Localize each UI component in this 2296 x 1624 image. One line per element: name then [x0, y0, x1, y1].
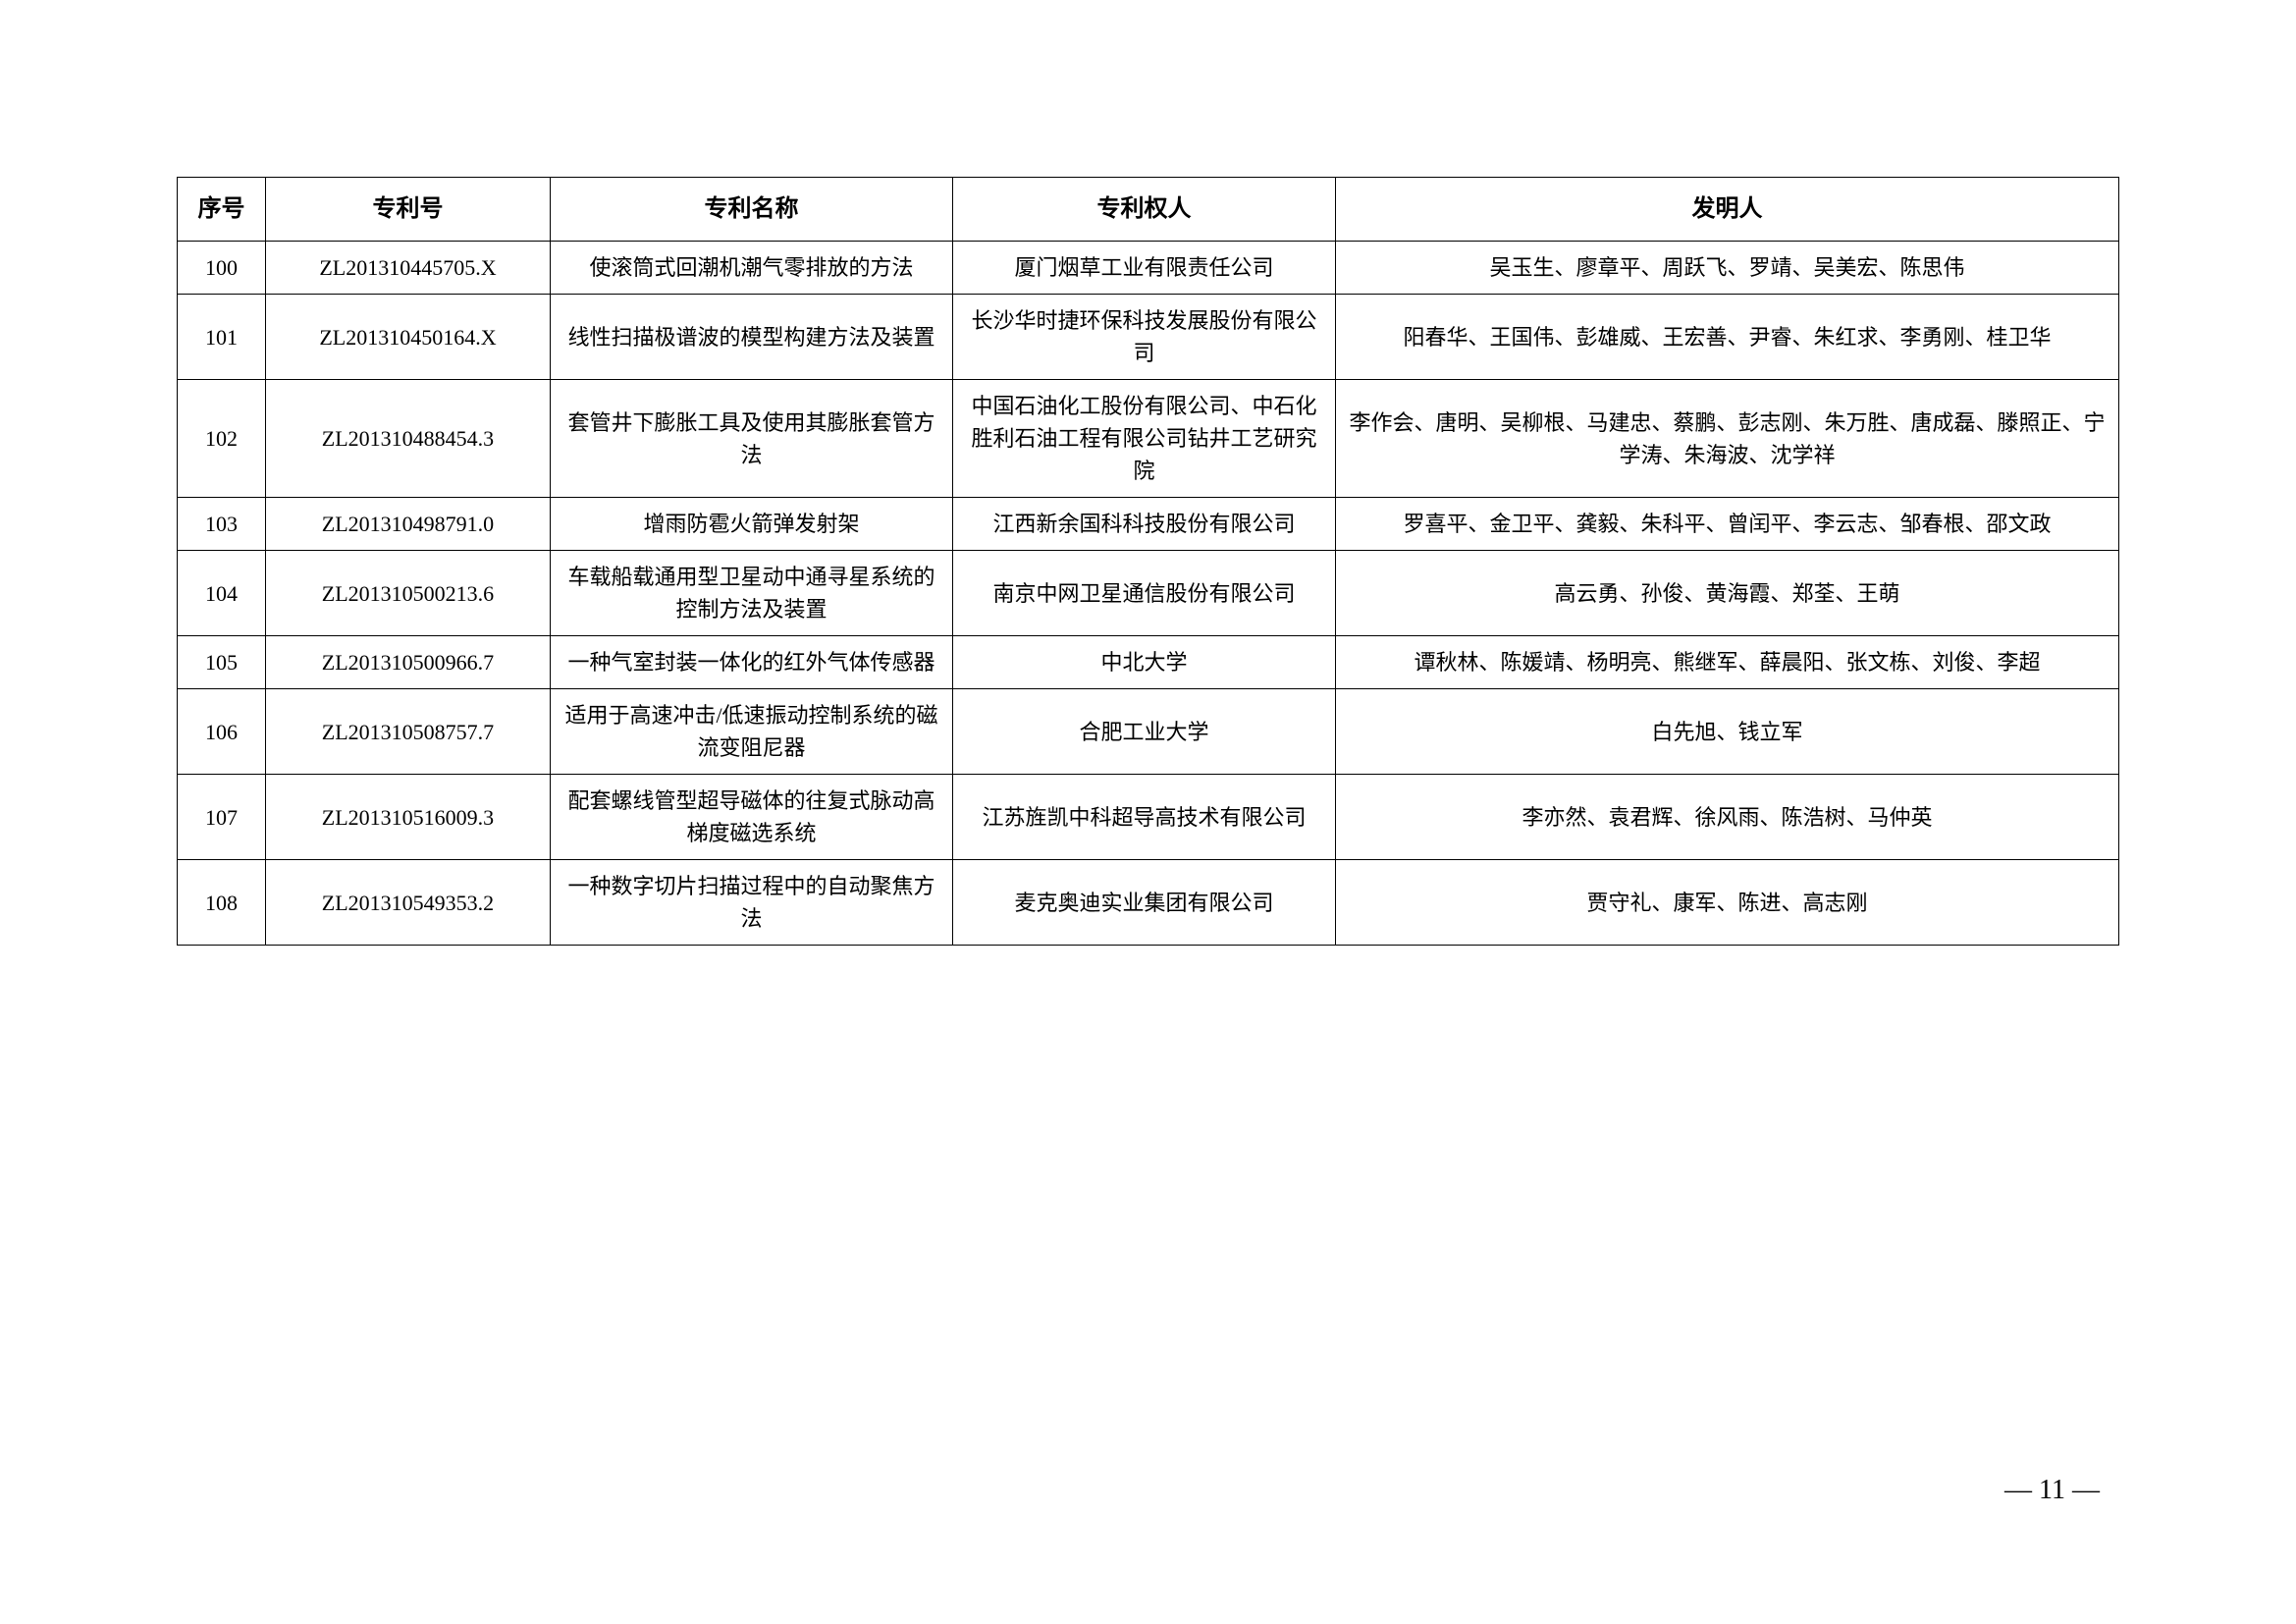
patent-table: 序号 专利号 专利名称 专利权人 发明人 100ZL201310445705.X… — [177, 177, 2119, 946]
cell-patent-name: 使滚筒式回潮机潮气零排放的方法 — [551, 242, 953, 295]
cell-inventor: 李亦然、袁君辉、徐风雨、陈浩树、马仲英 — [1336, 775, 2119, 860]
cell-patent-name: 配套螺线管型超导磁体的往复式脉动高梯度磁选系统 — [551, 775, 953, 860]
cell-seq: 108 — [178, 860, 266, 946]
cell-patent-no: ZL201310500966.7 — [266, 636, 551, 689]
cell-patent-no: ZL201310488454.3 — [266, 380, 551, 498]
cell-holder: 厦门烟草工业有限责任公司 — [953, 242, 1336, 295]
table-row: 104ZL201310500213.6车载船载通用型卫星动中通寻星系统的控制方法… — [178, 551, 2119, 636]
cell-holder: 江苏旌凯中科超导高技术有限公司 — [953, 775, 1336, 860]
cell-patent-no: ZL201310445705.X — [266, 242, 551, 295]
cell-holder: 中北大学 — [953, 636, 1336, 689]
cell-holder: 合肥工业大学 — [953, 689, 1336, 775]
table-header-row: 序号 专利号 专利名称 专利权人 发明人 — [178, 178, 2119, 242]
table-row: 107ZL201310516009.3配套螺线管型超导磁体的往复式脉动高梯度磁选… — [178, 775, 2119, 860]
cell-seq: 102 — [178, 380, 266, 498]
header-holder: 专利权人 — [953, 178, 1336, 242]
table-row: 106ZL201310508757.7适用于高速冲击/低速振动控制系统的磁流变阻… — [178, 689, 2119, 775]
cell-seq: 107 — [178, 775, 266, 860]
table-body: 100ZL201310445705.X使滚筒式回潮机潮气零排放的方法厦门烟草工业… — [178, 242, 2119, 946]
page-number: — 11 — — [2004, 1475, 2100, 1506]
table-row: 108ZL201310549353.2一种数字切片扫描过程中的自动聚焦方法麦克奥… — [178, 860, 2119, 946]
cell-inventor: 李作会、唐明、吴柳根、马建忠、蔡鹏、彭志刚、朱万胜、唐成磊、滕照正、宁学涛、朱海… — [1336, 380, 2119, 498]
cell-inventor: 罗喜平、金卫平、龚毅、朱科平、曾闰平、李云志、邹春根、邵文政 — [1336, 498, 2119, 551]
cell-patent-no: ZL201310498791.0 — [266, 498, 551, 551]
cell-patent-name: 套管井下膨胀工具及使用其膨胀套管方法 — [551, 380, 953, 498]
table-row: 100ZL201310445705.X使滚筒式回潮机潮气零排放的方法厦门烟草工业… — [178, 242, 2119, 295]
cell-patent-name: 线性扫描极谱波的模型构建方法及装置 — [551, 295, 953, 380]
table-row: 103ZL201310498791.0增雨防雹火箭弹发射架江西新余国科科技股份有… — [178, 498, 2119, 551]
cell-holder: 中国石油化工股份有限公司、中石化胜利石油工程有限公司钻井工艺研究院 — [953, 380, 1336, 498]
cell-holder: 江西新余国科科技股份有限公司 — [953, 498, 1336, 551]
cell-holder: 南京中网卫星通信股份有限公司 — [953, 551, 1336, 636]
cell-inventor: 谭秋林、陈媛靖、杨明亮、熊继军、薛晨阳、张文栋、刘俊、李超 — [1336, 636, 2119, 689]
table-row: 102ZL201310488454.3套管井下膨胀工具及使用其膨胀套管方法中国石… — [178, 380, 2119, 498]
cell-seq: 101 — [178, 295, 266, 380]
header-patent-no: 专利号 — [266, 178, 551, 242]
cell-inventor: 吴玉生、廖章平、周跃飞、罗靖、吴美宏、陈思伟 — [1336, 242, 2119, 295]
cell-patent-no: ZL201310516009.3 — [266, 775, 551, 860]
cell-inventor: 白先旭、钱立军 — [1336, 689, 2119, 775]
cell-seq: 104 — [178, 551, 266, 636]
cell-patent-name: 一种数字切片扫描过程中的自动聚焦方法 — [551, 860, 953, 946]
cell-seq: 103 — [178, 498, 266, 551]
cell-seq: 100 — [178, 242, 266, 295]
cell-holder: 麦克奥迪实业集团有限公司 — [953, 860, 1336, 946]
cell-patent-no: ZL201310549353.2 — [266, 860, 551, 946]
cell-patent-no: ZL201310450164.X — [266, 295, 551, 380]
header-seq: 序号 — [178, 178, 266, 242]
header-patent-name: 专利名称 — [551, 178, 953, 242]
cell-patent-no: ZL201310508757.7 — [266, 689, 551, 775]
cell-seq: 106 — [178, 689, 266, 775]
cell-inventor: 高云勇、孙俊、黄海霞、郑荃、王萌 — [1336, 551, 2119, 636]
cell-patent-name: 一种气室封装一体化的红外气体传感器 — [551, 636, 953, 689]
table-row: 101ZL201310450164.X线性扫描极谱波的模型构建方法及装置长沙华时… — [178, 295, 2119, 380]
header-inventor: 发明人 — [1336, 178, 2119, 242]
cell-patent-name: 适用于高速冲击/低速振动控制系统的磁流变阻尼器 — [551, 689, 953, 775]
cell-patent-no: ZL201310500213.6 — [266, 551, 551, 636]
cell-holder: 长沙华时捷环保科技发展股份有限公司 — [953, 295, 1336, 380]
cell-patent-name: 车载船载通用型卫星动中通寻星系统的控制方法及装置 — [551, 551, 953, 636]
table-row: 105ZL201310500966.7一种气室封装一体化的红外气体传感器中北大学… — [178, 636, 2119, 689]
cell-patent-name: 增雨防雹火箭弹发射架 — [551, 498, 953, 551]
cell-inventor: 贾守礼、康军、陈进、高志刚 — [1336, 860, 2119, 946]
cell-inventor: 阳春华、王国伟、彭雄威、王宏善、尹睿、朱红求、李勇刚、桂卫华 — [1336, 295, 2119, 380]
cell-seq: 105 — [178, 636, 266, 689]
